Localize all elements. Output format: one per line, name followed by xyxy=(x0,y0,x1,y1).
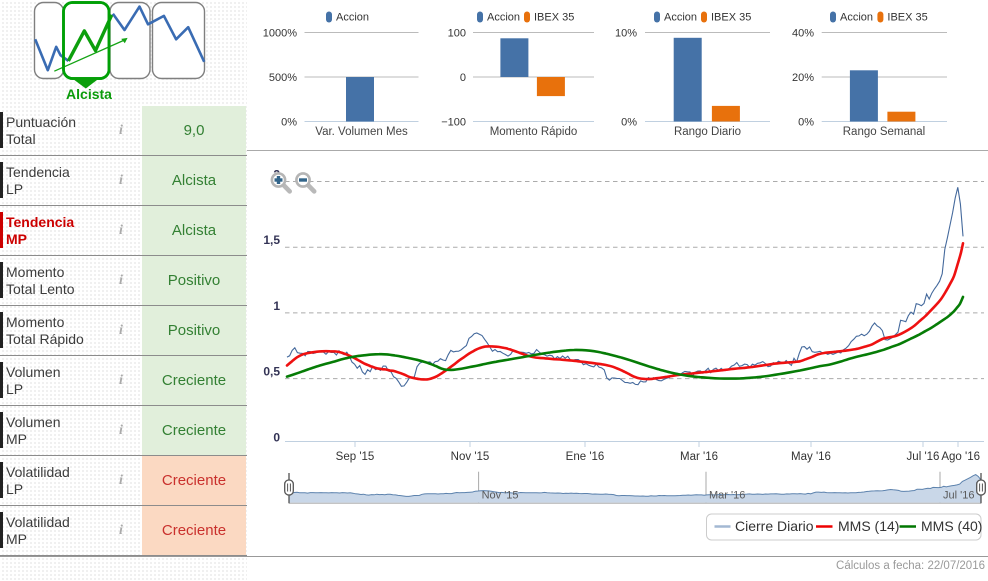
svg-text:Rango Diario: Rango Diario xyxy=(674,126,741,138)
svg-text:Jul '16: Jul '16 xyxy=(907,451,940,463)
svg-text:100: 100 xyxy=(448,28,466,40)
svg-text:May '16: May '16 xyxy=(791,451,831,463)
svg-text:Ago '16: Ago '16 xyxy=(941,451,980,463)
svg-text:1,5: 1,5 xyxy=(263,233,280,247)
svg-text:Nov '15: Nov '15 xyxy=(482,490,519,502)
svg-text:Jul '16: Jul '16 xyxy=(943,490,974,502)
svg-text:Accion: Accion xyxy=(487,12,520,24)
svg-text:0: 0 xyxy=(460,72,466,84)
svg-text:MMS (14): MMS (14) xyxy=(838,518,899,534)
svg-text:Alcista: Alcista xyxy=(66,86,112,102)
svg-text:Accion: Accion xyxy=(336,12,369,24)
svg-text:Var. Volumen Mes: Var. Volumen Mes xyxy=(315,126,408,138)
svg-text:20%: 20% xyxy=(792,72,814,84)
svg-text:Mar '16: Mar '16 xyxy=(680,451,718,463)
svg-text:IBEX 35: IBEX 35 xyxy=(887,12,927,24)
svg-text:MMS (40): MMS (40) xyxy=(921,518,982,534)
svg-text:Nov '15: Nov '15 xyxy=(451,451,490,463)
svg-text:0,5: 0,5 xyxy=(263,365,280,379)
svg-text:Mar '16: Mar '16 xyxy=(709,490,745,502)
svg-text:10%: 10% xyxy=(615,28,637,40)
svg-text:0: 0 xyxy=(273,430,280,444)
svg-text:Rango Semanal: Rango Semanal xyxy=(843,126,925,138)
svg-text:IBEX 35: IBEX 35 xyxy=(711,12,751,24)
svg-text:0%: 0% xyxy=(621,117,637,129)
svg-text:Cierre Diario: Cierre Diario xyxy=(735,518,814,534)
svg-text:IBEX 35: IBEX 35 xyxy=(534,12,574,24)
svg-text:Ene '16: Ene '16 xyxy=(566,451,605,463)
svg-text:Accion: Accion xyxy=(840,12,873,24)
svg-text:40%: 40% xyxy=(792,28,814,40)
svg-text:Sep '15: Sep '15 xyxy=(336,451,375,463)
svg-text:1000%: 1000% xyxy=(263,28,297,40)
svg-text:Accion: Accion xyxy=(664,12,697,24)
svg-text:0%: 0% xyxy=(281,117,297,129)
svg-text:−100: −100 xyxy=(441,117,466,129)
svg-text:500%: 500% xyxy=(269,72,297,84)
svg-text:0%: 0% xyxy=(798,117,814,129)
svg-text:1: 1 xyxy=(273,299,280,313)
svg-text:Momento Rápido: Momento Rápido xyxy=(490,126,578,138)
